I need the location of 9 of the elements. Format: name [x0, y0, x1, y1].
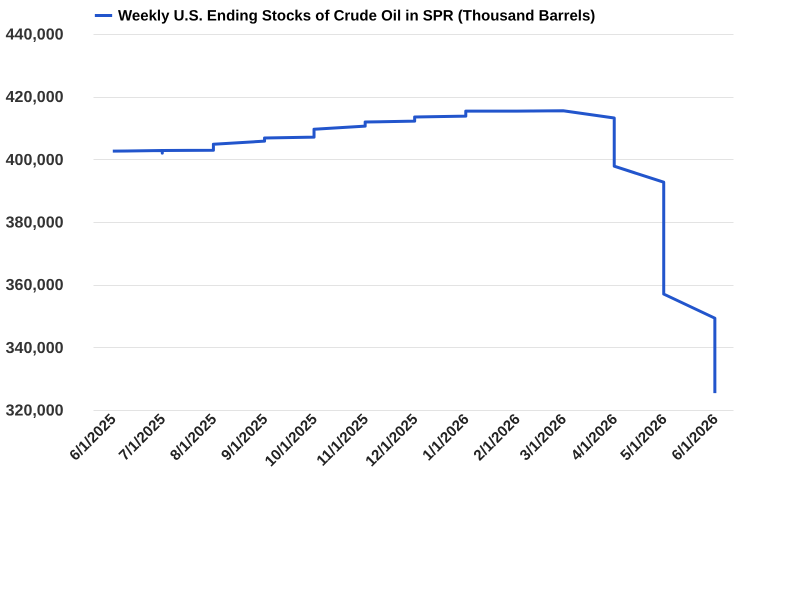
line-series: [111, 109, 716, 395]
y-tick-label: 380,000: [6, 214, 64, 232]
y-tick-label: 360,000: [6, 277, 64, 294]
y-tick-label: 320,000: [6, 402, 64, 420]
y-tick-label: 420,000: [6, 89, 64, 106]
legend-label: Weekly U.S. Ending Stocks of Crude Oil in SPR (Thousand Barrels): [118, 8, 596, 24]
y-tick-label: 400,000: [6, 152, 64, 169]
y-tick-label: 440,000: [6, 26, 64, 44]
y-tick-label: 340,000: [6, 340, 64, 357]
